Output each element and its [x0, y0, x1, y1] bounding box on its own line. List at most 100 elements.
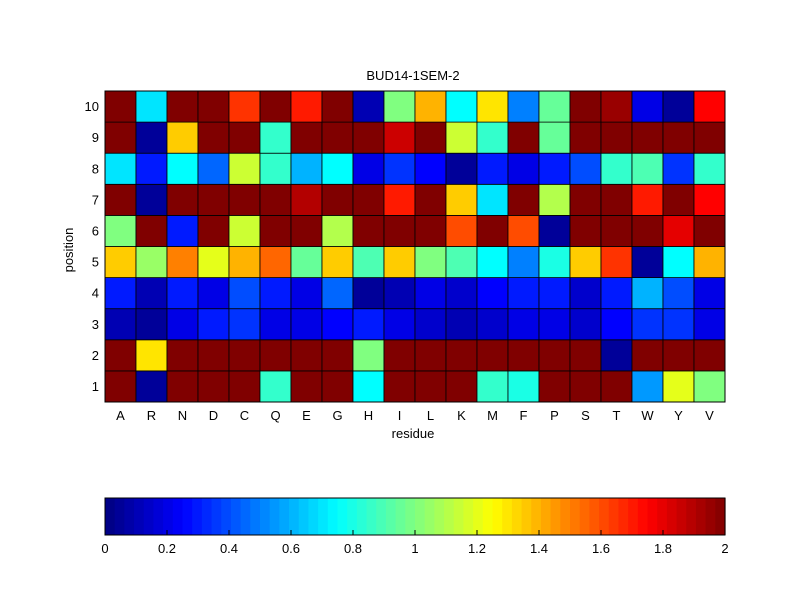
- heatmap-cell: [414, 308, 447, 341]
- x-tick-label: G: [332, 408, 342, 423]
- heatmap-cell: [662, 308, 695, 341]
- colorbar-segment: [453, 498, 465, 535]
- heatmap-cell: [321, 90, 354, 123]
- heatmap-cell: [507, 90, 540, 123]
- heatmap-cell: [445, 339, 478, 372]
- x-tick-label: P: [550, 408, 559, 423]
- x-tick-label: N: [178, 408, 187, 423]
- heatmap-cell: [352, 246, 385, 279]
- colorbar-tick-label: 0: [101, 541, 108, 556]
- heatmap-cell: [352, 214, 385, 247]
- colorbar-segment: [124, 498, 135, 535]
- heatmap-cell: [166, 90, 199, 123]
- x-tick-label: S: [581, 408, 590, 423]
- heatmap-cell: [166, 121, 199, 154]
- heatmap-cell: [166, 339, 199, 372]
- x-tick-label: I: [398, 408, 402, 423]
- heatmap-cell: [104, 277, 137, 310]
- colorbar-tick-label: 1.6: [592, 541, 610, 556]
- colorbar-segment: [376, 498, 387, 535]
- heatmap-cell: [414, 370, 447, 403]
- heatmap-cell: [569, 121, 602, 154]
- colorbar-segment: [240, 498, 251, 535]
- colorbar-segment: [502, 498, 513, 535]
- heatmap-cell: [631, 339, 664, 372]
- heatmap-cell: [321, 183, 354, 216]
- heatmap-cell: [445, 246, 478, 279]
- x-tick-label: W: [641, 408, 654, 423]
- y-tick-label: 10: [85, 99, 99, 114]
- colorbar-segment: [230, 498, 242, 535]
- heatmap-cell: [538, 308, 571, 341]
- heatmap-cell: [259, 277, 292, 310]
- colorbar-segment: [424, 498, 435, 535]
- heatmap-cell: [166, 277, 199, 310]
- heatmap-cell: [383, 214, 416, 247]
- colorbar-segment: [637, 498, 649, 535]
- heatmap-cell: [290, 90, 323, 123]
- heatmap-cell: [600, 370, 633, 403]
- heatmap-cell: [693, 90, 726, 123]
- heatmap-cell: [507, 370, 540, 403]
- colorbar-segment: [337, 498, 348, 535]
- colorbar-segment: [647, 498, 658, 535]
- x-tick-label: C: [240, 408, 249, 423]
- heatmap-cell: [631, 121, 664, 154]
- heatmap-cell: [197, 277, 230, 310]
- x-tick-label: M: [487, 408, 498, 423]
- colorbar-segment: [608, 498, 620, 535]
- colorbar-segment: [531, 498, 542, 535]
- plot-border: [104, 90, 726, 403]
- heatmap-cell: [228, 339, 261, 372]
- heatmap-cell: [259, 214, 292, 247]
- heatmap-cell: [166, 308, 199, 341]
- heatmap-cell: [290, 121, 323, 154]
- colorbar-segment: [308, 498, 319, 535]
- colorbar-segment: [134, 498, 145, 535]
- heatmap-cell: [693, 370, 726, 403]
- heatmap-cell: [321, 246, 354, 279]
- x-tick-label: D: [209, 408, 218, 423]
- colorbar-segment: [105, 498, 116, 535]
- heatmap-cell: [569, 246, 602, 279]
- heatmap-cell: [352, 339, 385, 372]
- heatmap-cell: [228, 214, 261, 247]
- heatmap-cell: [228, 370, 261, 403]
- heatmap-cell: [600, 121, 633, 154]
- heatmap-cell: [662, 246, 695, 279]
- heatmap-cell: [135, 183, 168, 216]
- y-tick-label: 3: [92, 317, 99, 332]
- heatmap-cell: [569, 183, 602, 216]
- heatmap-cell: [445, 152, 478, 185]
- colorbar-segment: [211, 498, 222, 535]
- colorbar-segment: [318, 498, 329, 535]
- x-tick-label: Q: [270, 408, 280, 423]
- heatmap-cell: [228, 90, 261, 123]
- heatmap-cell: [693, 183, 726, 216]
- heatmap-cell: [135, 214, 168, 247]
- heatmap-cell: [414, 183, 447, 216]
- heatmap-cell: [631, 90, 664, 123]
- colorbar-segment: [463, 498, 474, 535]
- heatmap-cell: [321, 308, 354, 341]
- heatmap-cell: [135, 277, 168, 310]
- colorbar-tick-label: 1.8: [654, 541, 672, 556]
- heatmap-cell: [507, 339, 540, 372]
- heatmap-cell: [476, 308, 509, 341]
- heatmap-cell: [352, 277, 385, 310]
- y-axis-label: position: [61, 228, 76, 273]
- x-tick-label: R: [147, 408, 156, 423]
- heatmap-cell: [662, 183, 695, 216]
- colorbar-segment: [434, 498, 445, 535]
- heatmap-cell: [631, 183, 664, 216]
- heatmap-cell: [600, 90, 633, 123]
- colorbar-segment: [405, 498, 416, 535]
- heatmap-cell: [600, 214, 633, 247]
- heatmap-cell: [693, 277, 726, 310]
- heatmap-cell: [259, 308, 292, 341]
- colorbar-segment: [715, 498, 726, 535]
- heatmap-cell: [197, 308, 230, 341]
- chart-title: BUD14-1SEM-2: [366, 68, 459, 83]
- heatmap-cell: [662, 214, 695, 247]
